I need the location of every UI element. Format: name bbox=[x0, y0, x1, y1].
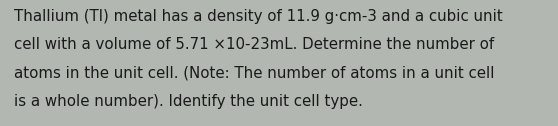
Text: is a whole number). Identify the unit cell type.: is a whole number). Identify the unit ce… bbox=[14, 94, 363, 109]
Text: atoms in the unit cell. (Note: The number of atoms in a unit cell: atoms in the unit cell. (Note: The numbe… bbox=[14, 66, 494, 81]
Text: cell with a volume of 5.71 ×10-23mL. Determine the number of: cell with a volume of 5.71 ×10-23mL. Det… bbox=[14, 37, 494, 52]
Text: Thallium (Tl) metal has a density of 11.9 g·cm-3 and a cubic unit: Thallium (Tl) metal has a density of 11.… bbox=[14, 9, 503, 24]
